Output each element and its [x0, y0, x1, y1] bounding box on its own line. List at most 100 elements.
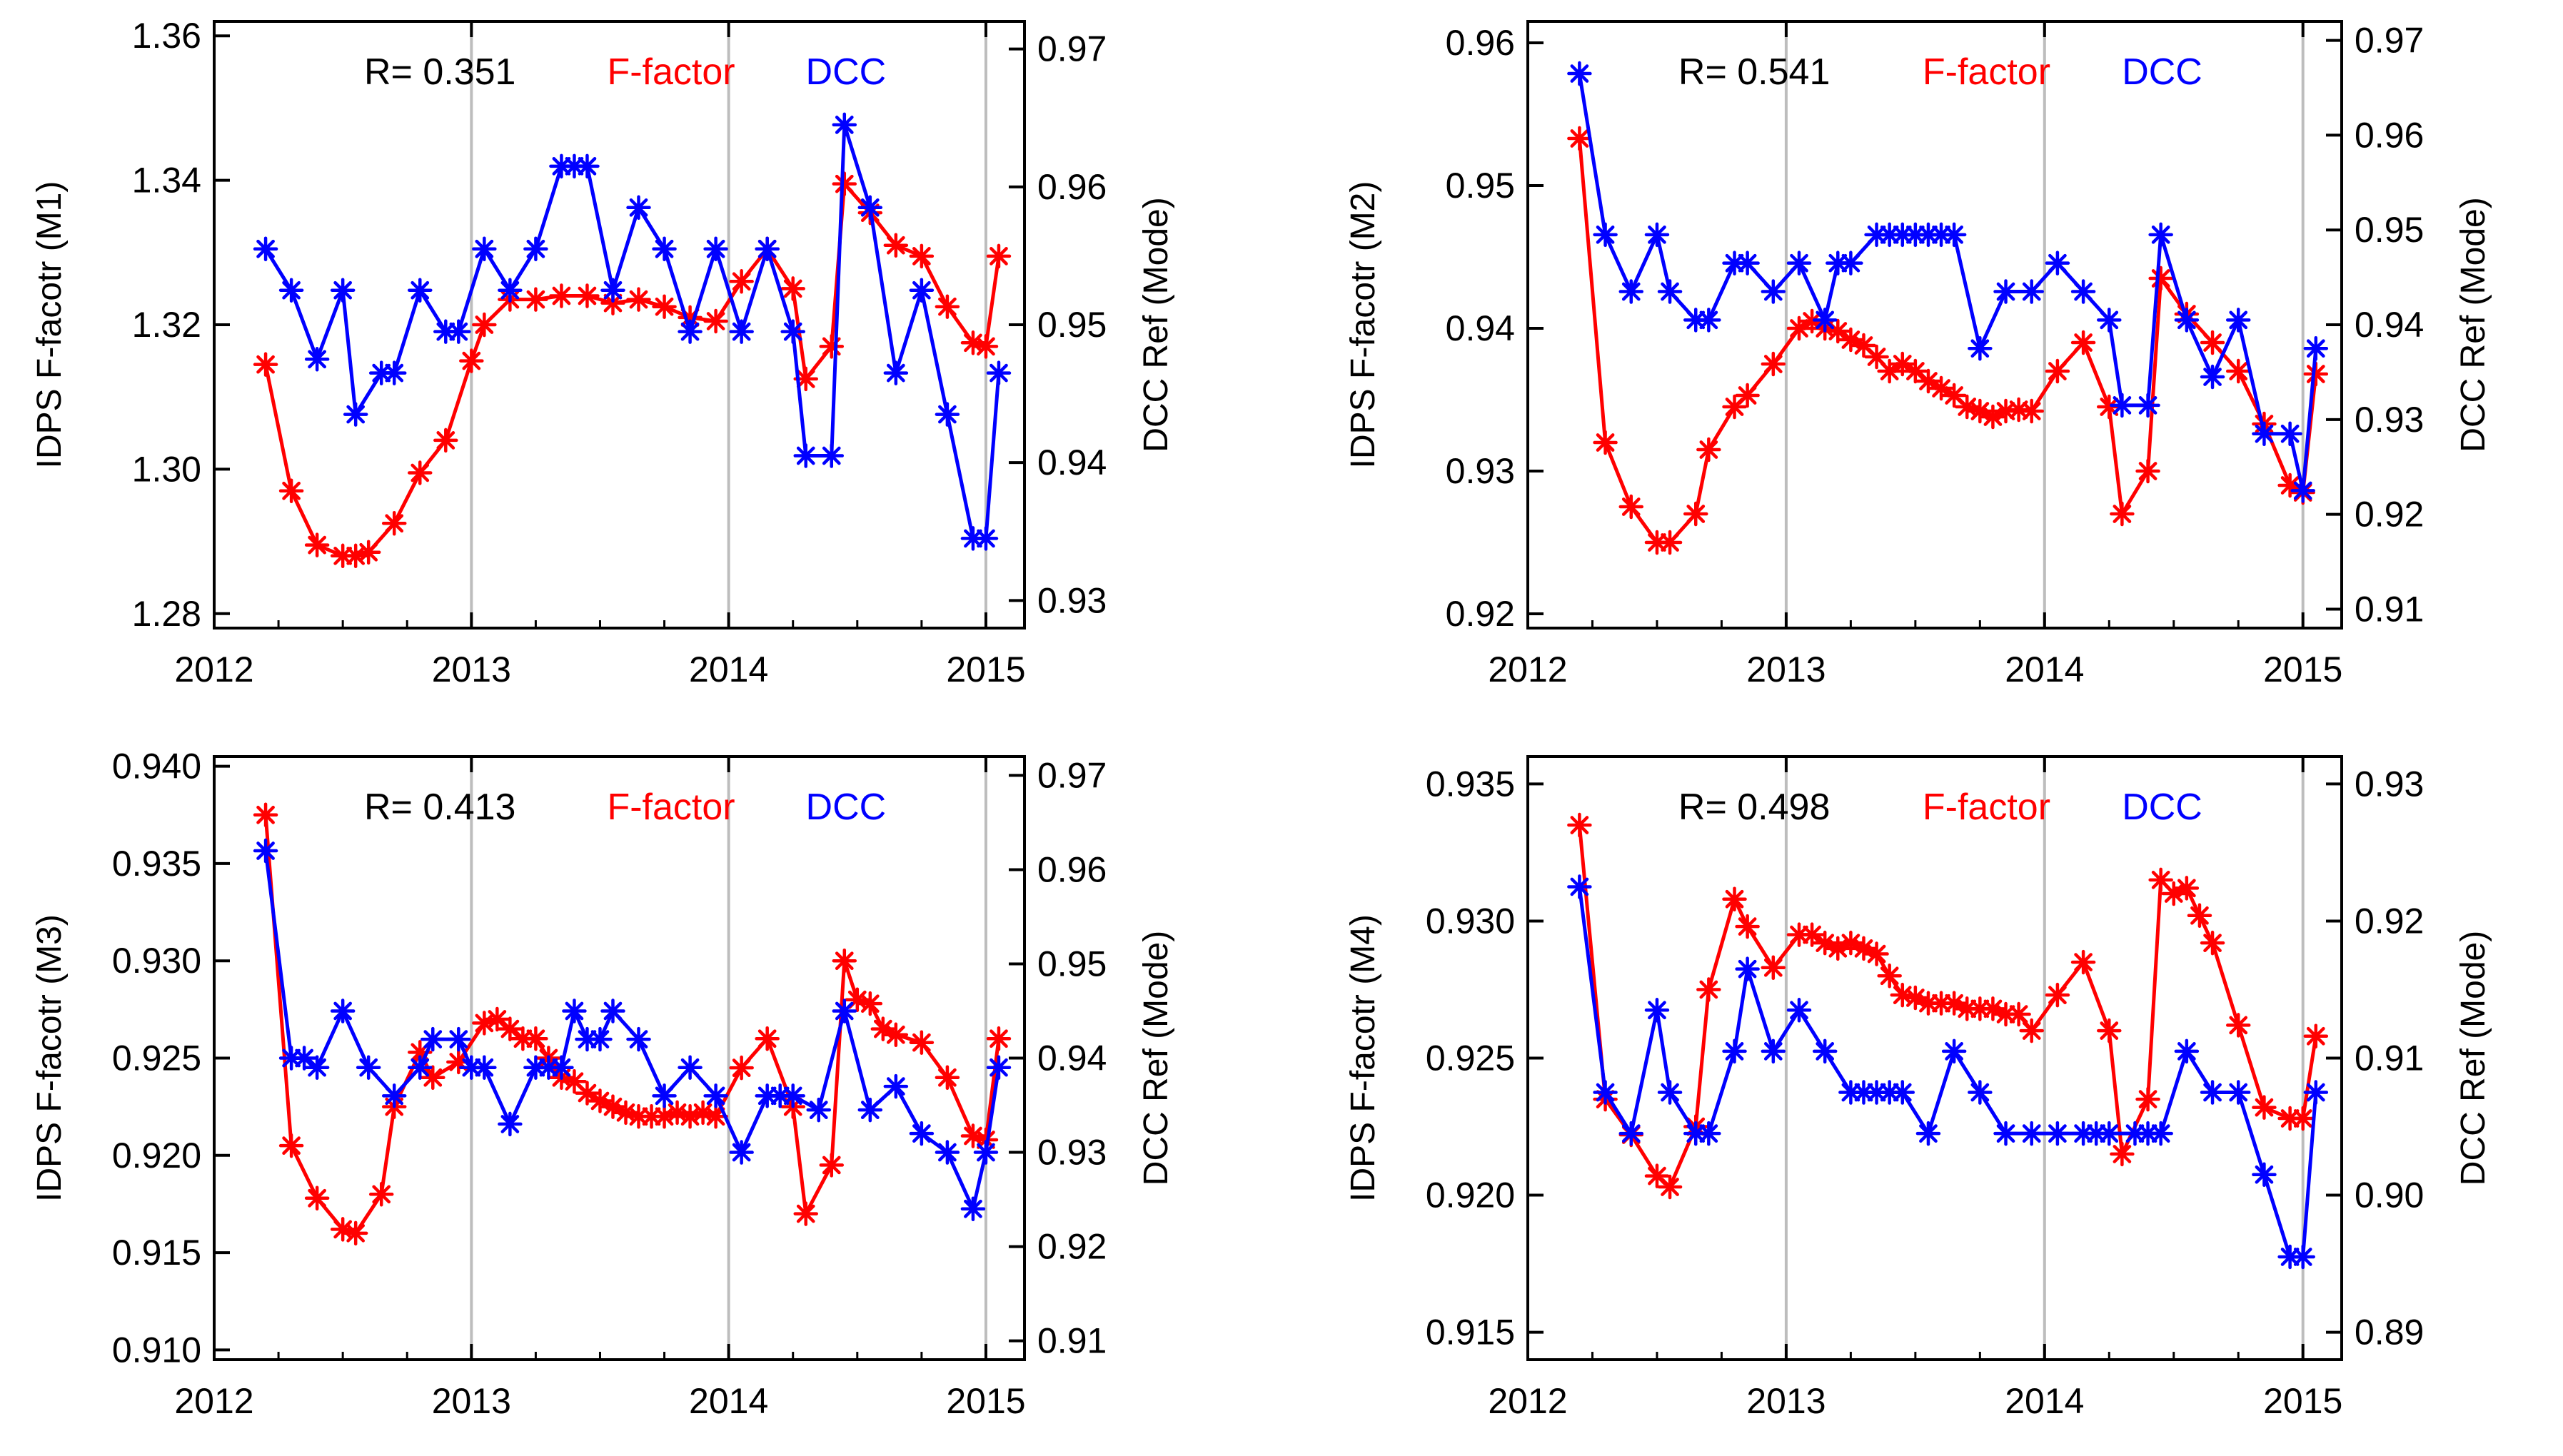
dcc-point	[1593, 1080, 1618, 1105]
ffactor-point	[639, 1104, 664, 1129]
y-left-tick-label: 0.930	[112, 941, 201, 981]
dcc-point	[408, 1055, 433, 1080]
y-left-tick-label: 0.93	[1446, 451, 1515, 491]
dcc-point	[986, 1055, 1012, 1080]
y-right-tick-label: 0.97	[1037, 755, 1107, 795]
ffactor-point	[2110, 501, 2135, 527]
ffactor-point	[819, 1153, 845, 1178]
dcc-point	[729, 1140, 754, 1165]
ffactor-point	[793, 1201, 818, 1226]
dcc-point	[2290, 478, 2315, 503]
dcc-point	[909, 278, 935, 303]
x-tick-label: 2014	[2005, 649, 2084, 689]
ffactor-point	[883, 233, 909, 258]
dcc-point	[2097, 1121, 2122, 1146]
dcc-point	[652, 236, 677, 261]
ffactor-point	[909, 243, 935, 269]
y-right-tick-label: 0.95	[2355, 210, 2424, 250]
dcc-point	[1890, 222, 1915, 248]
x-tick-label: 2012	[1488, 1381, 1567, 1421]
y-right-tick-label: 0.95	[1037, 944, 1107, 984]
ffactor-point	[575, 283, 600, 308]
dcc-point	[1968, 1080, 1993, 1105]
y-right-tick-label: 0.92	[1037, 1227, 1107, 1267]
r-value-label: R= 0.541	[1678, 51, 1831, 93]
dcc-point	[2070, 279, 2096, 304]
panel-m3: 2012 2013 2014 2015 0.910 0.915 0.920 0.925 0.93…	[31, 747, 1175, 1421]
x-tick-label: 2013	[432, 649, 511, 689]
ffactor-point	[472, 312, 497, 338]
dcc-point	[729, 319, 754, 344]
dcc-point	[330, 999, 356, 1023]
dcc-point	[832, 112, 857, 138]
ffactor-point	[1696, 977, 1721, 1002]
dcc-point	[278, 278, 304, 303]
dcc-point	[2303, 1080, 2329, 1105]
dcc-point	[2252, 1162, 2277, 1187]
x-tick-label: 2015	[946, 649, 1025, 689]
dcc-point	[626, 1026, 651, 1052]
ffactor-point	[510, 1026, 535, 1051]
dcc-point	[600, 999, 625, 1023]
y-right-tick-label: 0.91	[2355, 1038, 2424, 1078]
r-value-label: R= 0.413	[364, 787, 515, 828]
dcc-point	[1968, 335, 1993, 361]
ffactor-point	[2045, 982, 2070, 1008]
ffactor-point	[1657, 1174, 1683, 1200]
legend-ffactor: F-factor	[607, 51, 735, 93]
y-right-axis-title: DCC Ref (Mode)	[1137, 931, 1175, 1185]
ffactor-point	[1877, 964, 1902, 989]
ffactor-point	[1722, 886, 1747, 911]
ffactor-point	[857, 991, 883, 1016]
ffactor-point	[729, 1055, 754, 1081]
y-left-tick-label: 0.925	[112, 1038, 201, 1078]
ffactor-point	[278, 478, 304, 503]
dcc-point	[1644, 998, 1670, 1023]
x-tick-label: 2013	[1746, 1381, 1826, 1421]
ffactor-point	[253, 802, 278, 828]
dcc-point	[2019, 279, 2044, 304]
y-right-axis-title: DCC Ref (Mode)	[1137, 197, 1175, 452]
dcc-point	[2174, 1038, 2200, 1064]
y-left-axis-title: IDPS F-facotr (M4)	[1344, 914, 1382, 1202]
dcc-point	[472, 236, 497, 261]
y-right-tick-label: 0.92	[2355, 495, 2424, 535]
ffactor-point	[703, 308, 728, 334]
ffactor-point	[304, 532, 330, 557]
dcc-point	[562, 999, 587, 1023]
ffactor-point	[973, 334, 999, 359]
y-right-axis-title: DCC Ref (Mode)	[2454, 197, 2492, 452]
ffactor-point	[2200, 930, 2225, 956]
x-tick-label: 2012	[1488, 649, 1567, 689]
dcc-point	[1657, 279, 1683, 304]
ffactor-point	[368, 1182, 394, 1207]
x-tick-label: 2014	[689, 1381, 768, 1421]
dcc-point	[935, 1140, 960, 1165]
ffactor-point	[2006, 1001, 2031, 1027]
dcc-point	[381, 1083, 407, 1108]
y-right-tick-label: 0.96	[1037, 167, 1107, 207]
ffactor-point	[832, 948, 857, 974]
y-left-tick-label: 0.925	[1426, 1038, 1515, 1078]
dcc-point	[1786, 251, 1812, 275]
ffactor-point	[1761, 955, 1786, 980]
plot-frame	[213, 755, 1026, 1361]
ffactor-point	[1864, 941, 1889, 966]
dcc-point	[973, 1140, 999, 1165]
dcc-point	[2148, 1121, 2173, 1146]
dcc-point	[857, 1097, 883, 1123]
legend-ffactor: F-factor	[1923, 51, 2050, 93]
ffactor-point	[1890, 351, 1915, 377]
y-right-tick-label: 0.94	[1037, 443, 1107, 482]
dcc-point	[498, 1111, 523, 1137]
dcc-point	[678, 1055, 703, 1080]
dcc-point	[343, 402, 368, 427]
dcc-point	[1696, 308, 1721, 333]
dcc-point	[1761, 1038, 1786, 1064]
dcc-point	[1915, 1121, 1941, 1146]
y-right-tick-label: 0.95	[1037, 305, 1107, 345]
dcc-point	[1993, 279, 2018, 304]
y-right-tick-label: 0.91	[1037, 1321, 1107, 1361]
y-left-tick-label: 1.36	[132, 16, 201, 56]
legend-ffactor: F-factor	[607, 787, 735, 828]
